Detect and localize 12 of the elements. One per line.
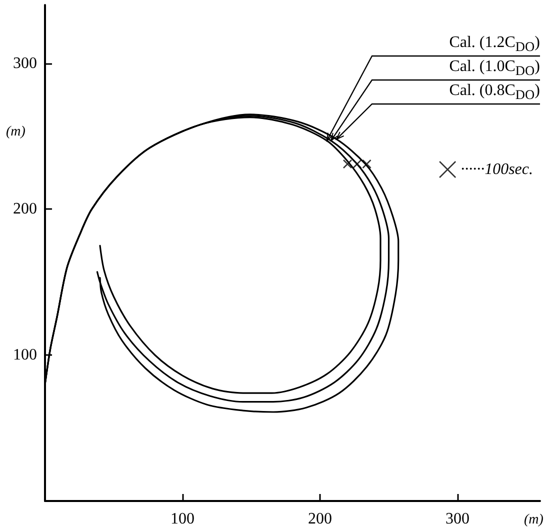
text: Cal. (1.0C$_{DO}$) [449,58,540,80]
y-axis-title: (m) [6,124,26,140]
x-tick-label: 100 [170,510,194,528]
y-tick-label: 300 [13,54,37,72]
x-tick-label: 200 [308,510,332,528]
x-tick-label: 300 [446,510,470,528]
text: Cal. (1.2C$_{DO}$) [449,34,540,56]
y-tick-label: 200 [13,200,37,218]
legend-label: ······100sec. [460,161,534,178]
y-tick-label: 100 [13,346,37,364]
x-axis-title: (m) [524,512,544,528]
text: Cal. (0.8C$_{DO}$) [449,82,540,104]
